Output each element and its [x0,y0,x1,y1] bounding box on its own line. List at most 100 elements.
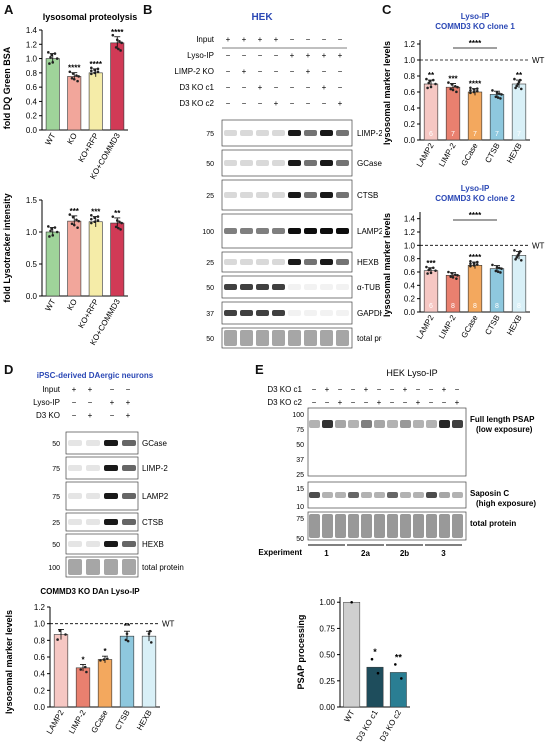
y-tick-label: 0.4 [26,97,38,106]
band [104,559,118,575]
band [68,493,82,499]
y-tick-label: 0.0 [404,136,416,145]
data-point [427,81,431,85]
y-axis-label: lysosomal marker levels [382,213,392,317]
row-label: Input [42,385,61,394]
data-point [475,89,479,93]
band [336,130,349,136]
band [336,259,349,265]
band [348,420,359,428]
band [68,519,82,525]
data-point [496,96,500,99]
significance-label: * [103,647,107,656]
band [240,228,253,234]
data-point [434,269,437,272]
blot-box [307,511,467,541]
band [122,559,136,575]
data-point [519,87,523,91]
row-label: D3 KO c1 [267,385,302,394]
lane-sign: − [306,83,311,92]
n-label: 8 [451,303,455,310]
y-tick-label: 0.8 [404,255,416,264]
category-label: KO [65,132,79,147]
data-point [48,62,51,65]
data-point [118,220,121,224]
y-tick-label: 0.2 [26,112,38,121]
category-label: LAMP2 [45,708,66,736]
band [256,284,269,290]
y-tick-label: 0.2 [404,295,416,304]
lane-sign: + [258,35,263,44]
blot-label: GCase [357,159,382,168]
lane-sign: − [416,385,421,394]
band [224,310,237,316]
mw-marker: 10 [296,504,304,511]
category-label: D3 KO c2 [378,708,403,743]
data-point [70,222,74,226]
panel-letter-a: A [4,2,14,17]
data-point [518,78,522,82]
lane-sign: + [274,99,279,108]
lane-sign: − [258,99,263,108]
y-axis-label: PSAP processing [296,615,306,690]
blot-box [221,275,353,299]
band [387,514,398,538]
lane-sign: − [258,67,263,76]
data-point [50,53,53,57]
band [86,559,100,575]
data-point [114,225,118,229]
data-point [93,71,96,75]
data-point [434,82,437,86]
category-label: HEXB [505,314,524,337]
lane-sign: − [377,385,382,394]
lane-sign: − [242,51,247,60]
lane-sign: − [364,398,369,407]
y-tick-label: 0.0 [404,308,416,317]
mw-marker: 50 [296,442,304,449]
significance-label: * [373,647,377,657]
mw-marker: 100 [292,412,304,419]
data-point [75,218,78,222]
y-tick-label: 0.5 [26,260,38,269]
band [288,228,301,234]
panel-letter-e: E [255,362,264,377]
band [224,160,237,166]
band [309,492,320,498]
band [361,514,372,538]
lane-sign: + [88,385,93,394]
band [104,541,118,547]
band [86,519,100,525]
lane-sign: + [338,398,343,407]
data-point [49,229,52,233]
mw-marker: 75 [206,131,214,138]
lane-sign: − [274,51,279,60]
mw-marker: 25 [206,260,214,267]
data-point [90,69,93,73]
band [256,259,269,265]
data-point [469,262,472,265]
band [86,440,100,446]
blot-sublabel: (low exposure) [476,425,533,434]
lane-sign: + [322,83,327,92]
band [320,192,333,198]
data-point [118,40,121,43]
lane-sign: + [416,398,421,407]
y-tick-label: 1.4 [26,26,38,35]
data-point [51,234,55,237]
band [426,492,437,498]
data-point [68,213,72,216]
y-tick-label: 1.0 [404,56,416,65]
band [86,493,100,499]
data-point [102,658,106,661]
bar-hexb [141,635,157,708]
band [400,420,411,428]
data-point [428,79,432,83]
panel-title: iPSC-derived DAergic neurons [37,371,154,380]
category-label: CTSB [113,709,131,732]
significance-label: **** [469,80,482,89]
lane-sign: − [403,398,408,407]
data-point [475,263,479,266]
row-label: D3 KO c1 [179,83,214,92]
data-point [48,235,51,238]
band [224,228,237,234]
